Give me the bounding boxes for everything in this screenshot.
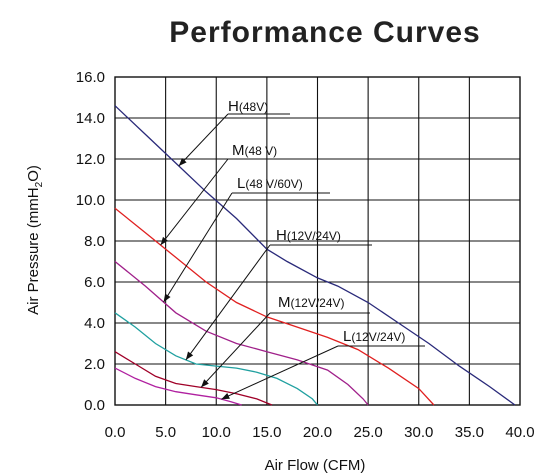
- series-group: [114, 105, 516, 406]
- series-label-voltage: (12V/24V): [287, 229, 341, 243]
- y-axis-label-main: Air Pressure (mmH: [25, 187, 42, 315]
- x-axis-label: Air Flow (CFM): [265, 457, 366, 474]
- x-tick-label: 0.0: [105, 424, 126, 441]
- leader-line: [185, 244, 271, 361]
- x-tick-label: 25.0: [354, 424, 383, 441]
- leader-line: [221, 345, 339, 400]
- series-line-m48: [114, 207, 435, 406]
- leader-arrowhead: [185, 351, 194, 360]
- series-label-h48: H(48V): [228, 98, 268, 115]
- series-label-voltage: (48 V): [245, 144, 278, 158]
- x-tick-label: 30.0: [404, 424, 433, 441]
- y-axis-label: Air Pressure (mmH2O): [25, 165, 45, 315]
- x-tick-label: 40.0: [505, 424, 534, 441]
- x-tick-label: 10.0: [202, 424, 231, 441]
- series-line-l48: [114, 260, 369, 406]
- series-label-h1224: H(12V/24V): [276, 227, 341, 244]
- leader-arrowhead: [160, 236, 169, 246]
- series-label-letter: L: [343, 328, 351, 345]
- leader-arrowhead: [163, 293, 171, 303]
- leader-arrowhead: [201, 379, 209, 388]
- series-label-letter: M: [232, 142, 245, 159]
- x-tick-label: 5.0: [155, 424, 176, 441]
- leader-arrowhead: [178, 157, 187, 166]
- x-tick-label: 35.0: [455, 424, 484, 441]
- leader-arrowhead: [221, 392, 230, 400]
- y-axis-label-subscript: 2: [34, 181, 45, 187]
- y-tick-label: 0.0: [84, 397, 105, 414]
- x-tick-label: 20.0: [303, 424, 332, 441]
- series-label-m1224: M(12V/24V): [278, 294, 345, 311]
- series-label-voltage: (12V/24V): [351, 330, 405, 344]
- label-leaders: [160, 113, 425, 400]
- y-tick-label: 12.0: [76, 151, 105, 168]
- y-tick-label: 10.0: [76, 192, 105, 209]
- series-line-m1224: [114, 351, 273, 406]
- tick-labels: 0.0 5.0 10.0 15.0 20.0 25.0 30.0 35.0 40.0 0.0 2.0…: [76, 69, 535, 441]
- series-labels: H(48V)M(48 V)L(48 V/60V)H(12V/24V)M(12V/…: [228, 98, 405, 345]
- series-line-l1224: [114, 367, 242, 406]
- series-label-voltage: (48 V/60V): [245, 177, 302, 191]
- series-label-letter: H: [228, 98, 239, 115]
- leader-line: [163, 192, 233, 303]
- y-tick-label: 8.0: [84, 233, 105, 250]
- leader-line: [178, 113, 229, 167]
- y-tick-label: 6.0: [84, 274, 105, 291]
- series-label-l48: L(48 V/60V): [237, 175, 303, 192]
- series-line-h1224: [114, 312, 318, 406]
- series-label-letter: L: [237, 175, 245, 192]
- series-label-letter: H: [276, 227, 287, 244]
- y-tick-label: 16.0: [76, 69, 105, 86]
- series-label-m48: M(48 V): [232, 142, 277, 159]
- chart-title: Performance Curves: [169, 16, 480, 49]
- y-tick-label: 2.0: [84, 356, 105, 373]
- y-tick-label: 14.0: [76, 110, 105, 127]
- leader-line: [200, 312, 271, 388]
- leader-line: [160, 158, 229, 246]
- series-label-l1224: L(12V/24V): [343, 328, 405, 345]
- y-axis-label-end: O): [25, 165, 42, 182]
- series-label-letter: M: [278, 294, 291, 311]
- series-line-h48: [114, 105, 516, 406]
- x-tick-label: 15.0: [252, 424, 281, 441]
- y-tick-label: 4.0: [84, 315, 105, 332]
- series-label-voltage: (12V/24V): [291, 296, 345, 310]
- series-label-voltage: (48V): [239, 100, 268, 114]
